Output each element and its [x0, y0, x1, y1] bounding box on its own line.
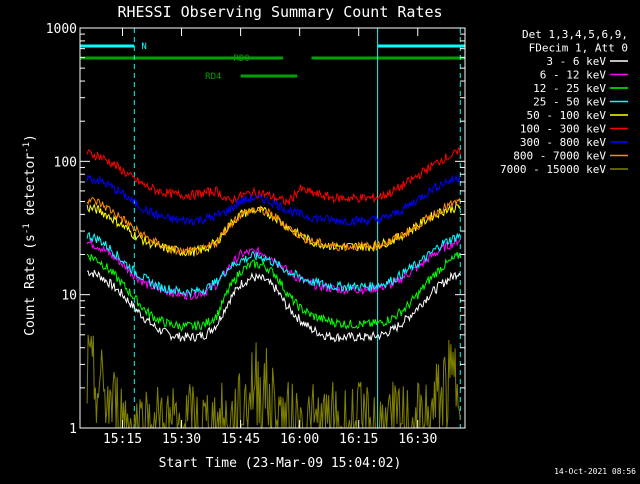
series-lines [86, 147, 461, 430]
series-line-0 [86, 269, 461, 343]
y-axis-ticks: 1 10 100 1000 [46, 22, 465, 437]
x-tick-label-0: 15:15 [103, 432, 142, 447]
x-tick-label-1: 15:30 [162, 432, 201, 447]
legend-label-2: 12 - 25 keV [533, 82, 606, 95]
x-tick-label-5: 16:30 [398, 432, 437, 447]
flag-label-n: N [141, 42, 146, 52]
orbit-flags: N RD0 RD4 [80, 42, 465, 82]
series-line-7 [86, 196, 461, 256]
y-axis-label: Count Rate (s-1 detector-1) [22, 134, 38, 336]
series-line-5 [86, 147, 461, 206]
series-line-3 [86, 231, 461, 299]
plot-frame [79, 27, 466, 429]
flag-label-rd0: RD0 [234, 54, 250, 64]
x-axis-label: Start Time (23-Mar-09 15:04:02) [159, 456, 402, 471]
y-label-main: Count Rate (s [23, 234, 38, 336]
legend-label-7: 800 - 7000 keV [513, 150, 606, 163]
legend-header-1: FDecim 1, Att 0 [529, 42, 628, 55]
legend-label-6: 300 - 800 keV [520, 136, 606, 149]
y-tick-label-2: 100 [54, 155, 77, 170]
legend-label-1: 6 - 12 keV [540, 69, 607, 82]
y-tick-label-0: 1 [69, 422, 77, 437]
chart-title: RHESSI Observing Summary Count Rates [117, 3, 442, 21]
x-axis-ticks: 15:15 15:30 15:45 16:00 16:15 16:30 [103, 28, 437, 447]
legend-label-4: 50 - 100 keV [527, 109, 607, 122]
y-tick-label-3: 1000 [46, 22, 77, 37]
y-label-mid: detector [23, 153, 38, 224]
x-tick-label-3: 16:00 [280, 432, 319, 447]
y-tick-label-1: 10 [61, 289, 77, 304]
legend-label-5: 100 - 300 keV [520, 123, 606, 136]
y-label-end: ) [23, 134, 38, 142]
series-line-8 [86, 334, 461, 430]
series-line-4 [86, 201, 461, 257]
legend-label-8: 7000 - 15000 keV [500, 163, 606, 176]
y-label-sup2: -1 [22, 142, 32, 153]
flag-label-rd4: RD4 [205, 72, 221, 82]
x-tick-label-4: 16:15 [339, 432, 378, 447]
series-line-2 [86, 251, 461, 333]
series-line-1 [86, 236, 461, 301]
series-line-6 [86, 174, 461, 227]
generation-timestamp: 14-Oct-2021 08:56 [554, 467, 636, 476]
x-tick-label-2: 15:45 [221, 432, 260, 447]
legend-label-0: 3 - 6 keV [546, 55, 606, 68]
legend-header-0: Det 1,3,4,5,6,9, [522, 28, 628, 41]
y-label-sup1: -1 [22, 223, 32, 234]
legend: Det 1,3,4,5,6,9,FDecim 1, Att 03 - 6 keV… [500, 28, 628, 176]
legend-label-3: 25 - 50 keV [533, 96, 606, 109]
